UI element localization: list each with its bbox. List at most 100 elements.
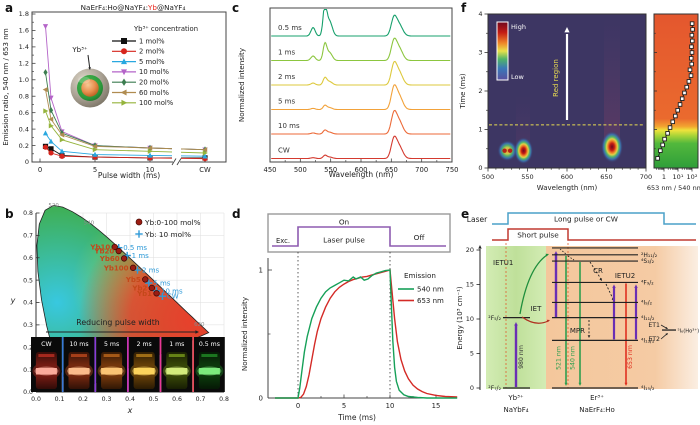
photo-label: 0.5 ms	[199, 341, 220, 348]
svg-text:0.6: 0.6	[172, 396, 182, 403]
panel-c-label: c	[232, 1, 240, 15]
svg-text:550: 550	[324, 166, 337, 174]
luminescence-photos: CW 10 ms 5 ms 2 ms 1 ms 0.5 ms	[31, 337, 225, 392]
svg-text:0.4: 0.4	[125, 396, 135, 403]
energy-level-label: ⁴F₉/₂	[641, 280, 654, 287]
excitation-pulse-traces: Laser Long pulse or CW Short pulse	[467, 212, 696, 241]
pulse-point-label: 10 ms	[161, 287, 183, 295]
svg-text:20: 20	[466, 246, 474, 254]
emission-curves	[275, 269, 458, 399]
locus-wavelength-label: 540	[84, 221, 95, 227]
photon-653-label: 653 nm	[627, 345, 634, 369]
panel-f-xlabel: Wavelength (nm)	[537, 184, 598, 192]
svg-text:0.2: 0.2	[78, 396, 88, 403]
svg-text:500: 500	[294, 166, 307, 174]
iet-label: IET	[531, 305, 542, 313]
svg-text:550: 550	[521, 173, 533, 181]
svg-text:15: 15	[466, 281, 474, 289]
svg-text:10¹: 10¹	[673, 173, 684, 181]
svg-text:1.0: 1.0	[19, 76, 29, 84]
svg-text:700: 700	[640, 173, 652, 181]
svg-text:1.2: 1.2	[19, 60, 29, 68]
svg-text:1: 1	[259, 266, 263, 274]
legend-item-label: Yb:0-100 mol%	[144, 218, 201, 227]
svg-text:500: 500	[482, 173, 494, 181]
svg-text:0.0: 0.0	[23, 389, 33, 396]
legend-title: Emission	[404, 271, 436, 280]
legend-item-label: 100 mol%	[139, 99, 174, 107]
photo-label: 10 ms	[69, 341, 88, 348]
svg-text:750: 750	[446, 166, 459, 174]
panel-f-label: f	[461, 1, 467, 15]
svg-text:2: 2	[478, 87, 482, 95]
long-pulse-label: Long pulse or CW	[554, 215, 618, 224]
svg-text:0.0: 0.0	[31, 396, 41, 403]
energy-level-label: ²H₁₁/₂	[641, 252, 658, 259]
yb-point-label: Yb20	[93, 248, 114, 256]
energy-level-label: ²F₇/₂	[488, 385, 501, 392]
cr-label: CR	[593, 267, 603, 275]
svg-text:0.4: 0.4	[23, 300, 33, 307]
trace-label: 5 ms	[278, 98, 295, 106]
legend-item-label: 20 mol%	[139, 79, 169, 87]
pulse-on-label: On	[339, 218, 349, 227]
svg-text:1.6: 1.6	[19, 27, 29, 35]
svg-text:10: 10	[466, 315, 474, 323]
trace-label: 1 ms	[278, 49, 295, 57]
trace-label: CW	[278, 147, 290, 155]
svg-text:650: 650	[385, 166, 398, 174]
svg-text:10: 10	[386, 402, 395, 410]
ratio-xlabel: 653 nm / 540 nm	[647, 184, 700, 192]
ratio-subpanel: 1 10¹ 10²	[653, 13, 699, 181]
svg-text:0.3: 0.3	[23, 322, 33, 329]
yb-levels: ²F₇/₂ ²F₅/₂ 980 nm	[488, 315, 530, 392]
et2-label: ET2	[648, 336, 660, 343]
svg-text:0.7: 0.7	[23, 233, 33, 240]
legend-title: Yb³⁺ concentration	[133, 25, 198, 33]
svg-text:10²: 10²	[687, 173, 698, 181]
panel-a-title: NaErF₄:Ho@NaYF₄:Yb@NaYF₄	[81, 3, 186, 12]
svg-text:600: 600	[355, 166, 368, 174]
svg-text:0.6: 0.6	[23, 255, 33, 262]
svg-text:15: 15	[432, 402, 441, 410]
svg-text:700: 700	[415, 166, 428, 174]
core-shell-nanoparticle-inset: Yb³⁺	[70, 46, 110, 108]
photo-label: 5 ms	[104, 341, 119, 348]
energy-level-label: ⁴I₁₁/₂	[641, 315, 655, 322]
panel-d-label: d	[232, 207, 241, 221]
pulse-point-label: 5 ms	[153, 280, 170, 288]
svg-text:0.8: 0.8	[19, 92, 29, 100]
yb-point-label: Yb10	[89, 244, 110, 252]
svg-text:1: 1	[478, 126, 482, 134]
legend-item-label: 540 nm	[417, 285, 444, 293]
yb-point-label: Yb100	[103, 264, 129, 272]
short-pulse-label: Short pulse	[517, 231, 559, 240]
photo-label: 2 ms	[137, 341, 152, 348]
panel-a-label: a	[5, 1, 14, 15]
energy-level-label: ⁴S₃/₂	[641, 258, 655, 265]
panel-a-ylabel: Emission ratio, 540 nm / 653 nm	[1, 28, 10, 146]
locus-wavelength-label: 620	[194, 322, 205, 328]
svg-text:0.3: 0.3	[102, 396, 112, 403]
pulse-laser-label: Laser pulse	[323, 236, 365, 245]
energy-level-label: ⁴I₉/₂	[641, 300, 653, 307]
panel-b-legend: Yb:0-100 mol% Yb: 10 mol%	[135, 218, 201, 239]
laser-pulse-diagram: Exc. On Laser pulse Off	[267, 213, 451, 253]
svg-text:0.5: 0.5	[23, 277, 33, 284]
svg-text:0.1: 0.1	[55, 396, 65, 403]
legend-item-label: 2 mol%	[139, 48, 165, 56]
energy-level-label: ²F₅/₂	[488, 315, 501, 322]
inset-yb-label: Yb³⁺	[71, 46, 88, 54]
svg-text:0: 0	[470, 384, 474, 392]
svg-text:1.4: 1.4	[19, 43, 29, 51]
yb-point-label: Yb60	[99, 255, 120, 263]
ietu1-label: IETU1	[493, 259, 513, 267]
heatmap: Red region 500 550 600 650 700 0 1 2 3 4	[478, 10, 652, 181]
svg-text:450: 450	[264, 166, 277, 174]
pulse-point-label: 1 ms	[132, 252, 149, 260]
